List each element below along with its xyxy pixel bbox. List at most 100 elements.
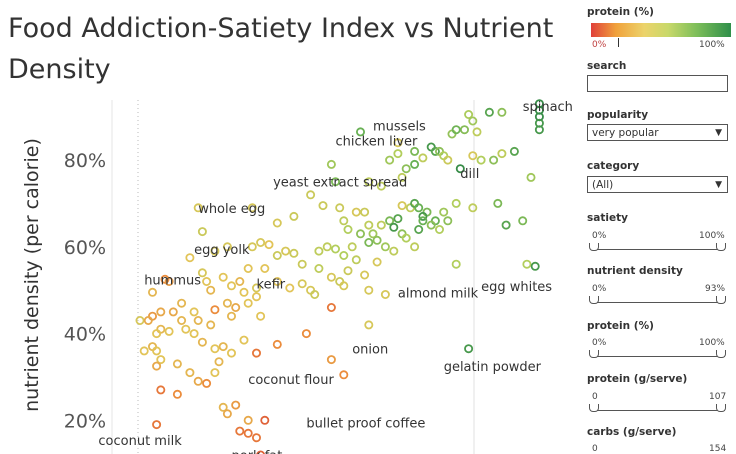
data-point[interactable]: [393, 214, 403, 224]
data-point[interactable]: [393, 149, 403, 159]
data-point[interactable]: [185, 368, 195, 378]
data-point[interactable]: [376, 181, 386, 191]
data-point[interactable]: [164, 326, 174, 336]
slider-handle-max[interactable]: [716, 404, 726, 412]
data-point[interactable]: [472, 127, 482, 137]
data-point[interactable]: [322, 242, 332, 252]
data-point[interactable]: [418, 216, 428, 226]
data-point[interactable]: [385, 155, 395, 165]
data-point[interactable]: [468, 151, 478, 161]
data-point[interactable]: [139, 346, 149, 356]
data-point[interactable]: [218, 402, 228, 412]
data-point[interactable]: [156, 355, 166, 365]
data-point[interactable]: [164, 276, 174, 286]
data-point[interactable]: [489, 155, 499, 165]
search-input[interactable]: [587, 75, 728, 92]
data-point[interactable]: [181, 324, 191, 334]
slider-handle-max[interactable]: [716, 296, 726, 304]
data-point[interactable]: [426, 220, 436, 230]
data-point[interactable]: [426, 142, 436, 152]
data-point[interactable]: [326, 159, 336, 169]
data-point[interactable]: [410, 146, 420, 156]
data-point[interactable]: [152, 329, 162, 339]
data-point[interactable]: [318, 201, 328, 211]
data-point[interactable]: [152, 361, 162, 371]
data-point[interactable]: [310, 289, 320, 299]
slider-handle-max[interactable]: [716, 243, 726, 251]
data-point[interactable]: [464, 110, 474, 120]
data-point[interactable]: [314, 246, 324, 256]
data-point[interactable]: [206, 285, 216, 295]
data-point[interactable]: [260, 263, 270, 273]
nutrient-density-slider[interactable]: [587, 296, 728, 308]
data-point[interactable]: [418, 153, 428, 163]
data-point[interactable]: [177, 315, 187, 325]
data-point[interactable]: [355, 229, 365, 239]
slider-handle-max[interactable]: [716, 350, 726, 358]
data-point[interactable]: [339, 216, 349, 226]
data-point[interactable]: [430, 216, 440, 226]
data-point[interactable]: [534, 125, 544, 135]
data-point[interactable]: [251, 348, 261, 358]
data-point[interactable]: [281, 246, 291, 256]
data-point[interactable]: [389, 222, 399, 232]
data-point[interactable]: [414, 203, 424, 213]
data-point[interactable]: [210, 344, 220, 354]
data-point[interactable]: [202, 276, 212, 286]
data-point[interactable]: [339, 370, 349, 380]
data-point[interactable]: [364, 220, 374, 230]
data-point[interactable]: [451, 198, 461, 208]
data-point[interactable]: [335, 203, 345, 213]
data-point[interactable]: [360, 270, 370, 280]
popularity-select[interactable]: very popular ▼: [587, 124, 728, 141]
data-point[interactable]: [235, 276, 245, 286]
data-point[interactable]: [214, 357, 224, 367]
data-point[interactable]: [156, 385, 166, 395]
slider-handle-min[interactable]: [589, 350, 599, 358]
data-point[interactable]: [256, 450, 265, 454]
data-point[interactable]: [143, 315, 153, 325]
data-point[interactable]: [168, 307, 178, 317]
data-point[interactable]: [410, 159, 420, 169]
data-point[interactable]: [239, 335, 249, 345]
data-point[interactable]: [222, 242, 232, 252]
data-point[interactable]: [339, 250, 349, 260]
slider-handle-min[interactable]: [589, 296, 599, 304]
data-point[interactable]: [339, 281, 349, 291]
data-point[interactable]: [522, 259, 532, 269]
data-point[interactable]: [360, 207, 370, 217]
data-point[interactable]: [251, 433, 261, 443]
data-point[interactable]: [306, 190, 316, 200]
data-point[interactable]: [243, 298, 253, 308]
data-point[interactable]: [476, 155, 486, 165]
data-point[interactable]: [247, 242, 257, 252]
data-point[interactable]: [468, 116, 478, 126]
data-point[interactable]: [231, 302, 241, 312]
data-point[interactable]: [147, 311, 157, 321]
data-point[interactable]: [226, 348, 236, 358]
data-point[interactable]: [256, 237, 266, 247]
data-point[interactable]: [172, 359, 182, 369]
data-point[interactable]: [389, 246, 399, 256]
data-point[interactable]: [330, 244, 340, 254]
data-point[interactable]: [226, 281, 236, 291]
data-point[interactable]: [385, 216, 395, 226]
data-point[interactable]: [135, 315, 145, 325]
data-point[interactable]: [251, 292, 261, 302]
slider-handle-min[interactable]: [589, 404, 599, 412]
data-point[interactable]: [351, 207, 361, 217]
protein-g-slider[interactable]: [587, 404, 728, 416]
data-point[interactable]: [434, 224, 444, 234]
data-point[interactable]: [235, 426, 245, 436]
data-point[interactable]: [526, 172, 536, 182]
data-point[interactable]: [401, 164, 411, 174]
data-point[interactable]: [372, 257, 382, 267]
data-point[interactable]: [397, 172, 407, 182]
data-point[interactable]: [272, 339, 282, 349]
data-point[interactable]: [364, 285, 374, 295]
data-point[interactable]: [256, 311, 266, 321]
data-point[interactable]: [451, 125, 461, 135]
data-point[interactable]: [364, 320, 374, 330]
data-point[interactable]: [330, 177, 340, 187]
data-point[interactable]: [222, 409, 232, 419]
